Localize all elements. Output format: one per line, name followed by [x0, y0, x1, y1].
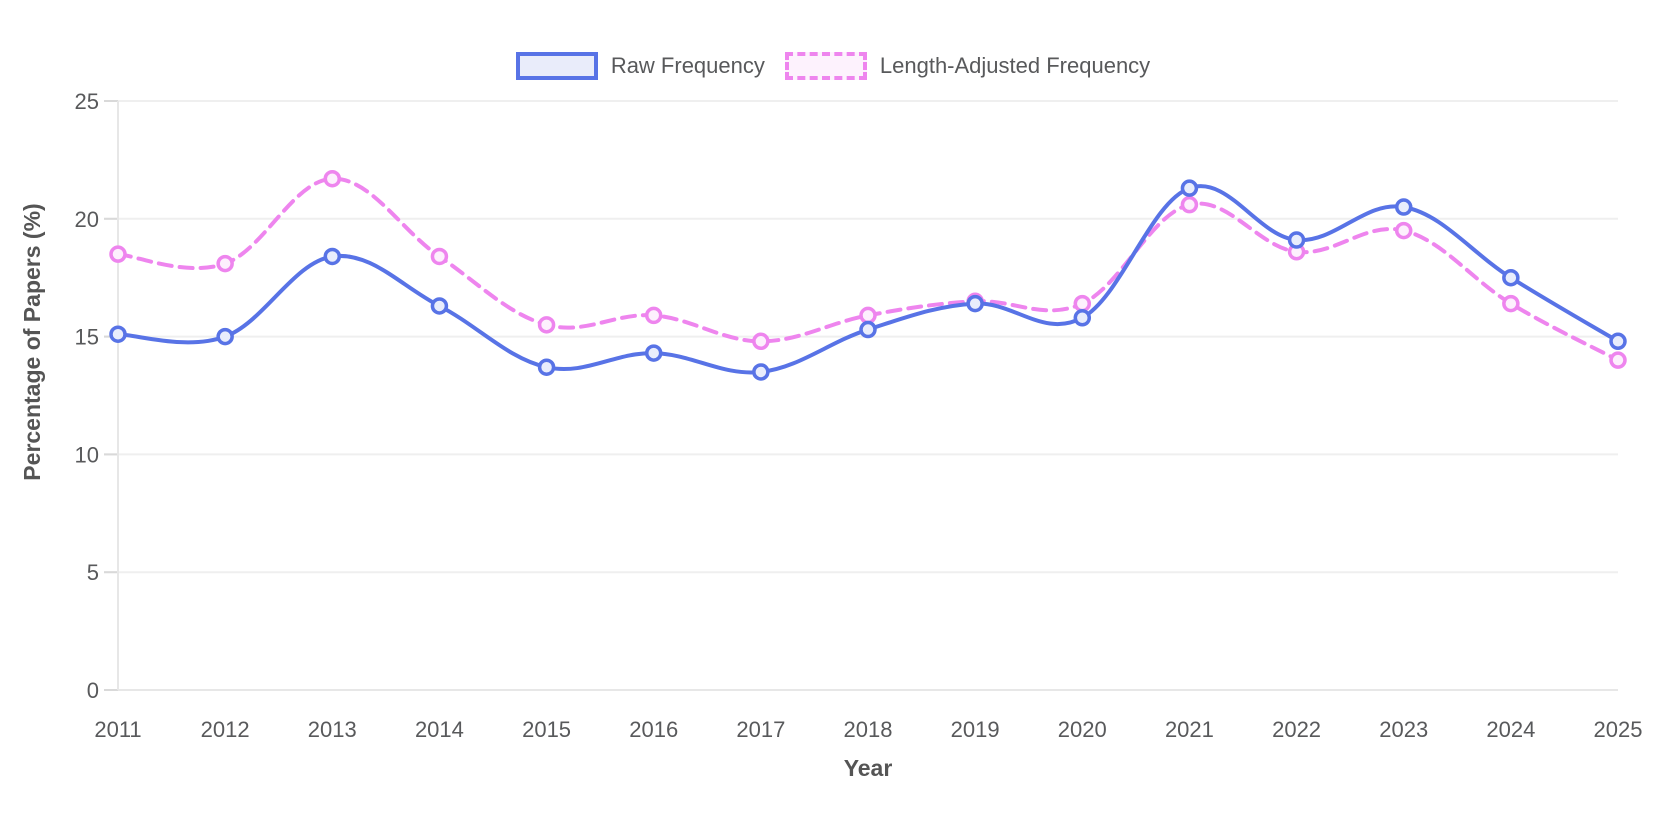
x-tick-label: 2019	[951, 717, 1000, 742]
length-adjusted-frequency-point[interactable]	[644, 306, 663, 325]
legend-label-length-adjusted-frequency: Length-Adjusted Frequency	[879, 53, 1151, 78]
grid-layer	[104, 100, 1618, 691]
length-adjusted-frequency-point[interactable]	[109, 245, 127, 263]
x-tick-label: 2022	[1272, 717, 1321, 742]
length-adjusted-frequency-point[interactable]	[1502, 294, 1520, 313]
length-adjusted-frequency-point[interactable]	[752, 332, 770, 351]
length-adjusted-frequency-point[interactable]	[323, 169, 342, 188]
length-adjusted-frequency-point[interactable]	[1180, 195, 1199, 214]
x-tick-label: 2018	[844, 717, 893, 742]
length-adjusted-frequency-point[interactable]	[430, 247, 449, 266]
x-tick-label: 2012	[201, 717, 250, 742]
length-adjusted-frequency-point[interactable]	[1073, 294, 1092, 313]
raw-frequency-point[interactable]	[1502, 268, 1520, 287]
y-axis-title: Percentage of Papers (%)	[19, 203, 45, 480]
raw-frequency-point[interactable]	[537, 358, 556, 376]
y-tick-label: 10	[75, 442, 99, 467]
x-tick-label: 2020	[1058, 717, 1107, 742]
x-tick-label: 2024	[1486, 717, 1535, 742]
length-adjusted-frequency-point[interactable]	[859, 306, 877, 325]
length-adjusted-frequency-point[interactable]	[1609, 351, 1627, 369]
y-tick-label: 20	[75, 207, 99, 232]
legend-label-raw-frequency: Raw Frequency	[610, 53, 765, 78]
y-tick-label: 0	[87, 678, 99, 703]
y-tick-label: 25	[75, 89, 99, 114]
raw-frequency-point[interactable]	[859, 320, 877, 339]
x-axis-title: Year	[844, 755, 893, 781]
y-tick-label: 15	[75, 325, 99, 350]
raw-frequency-point[interactable]	[1394, 198, 1413, 216]
y-tick-label: 5	[87, 560, 99, 585]
raw-frequency-point[interactable]	[1180, 179, 1199, 197]
raw-frequency-line	[116, 184, 1620, 375]
legend-swatch-raw-frequency	[515, 52, 598, 80]
length-adjusted-frequency-point[interactable]	[1394, 221, 1413, 240]
raw-frequency-point[interactable]	[752, 363, 770, 381]
x-tick-label: 2014	[415, 717, 464, 742]
raw-frequency-point[interactable]	[1287, 231, 1306, 249]
x-tick-label: 2023	[1379, 717, 1428, 742]
raw-frequency-point[interactable]	[216, 327, 234, 346]
length-adjusted-frequency-point[interactable]	[537, 316, 556, 334]
x-tick-label: 2015	[522, 717, 571, 742]
legend-item-raw-frequency[interactable]: Raw Frequency	[515, 52, 765, 80]
legend-item-length-adjusted-frequency[interactable]: Length-Adjusted Frequency	[784, 52, 1151, 80]
x-tick-label: 2017	[736, 717, 785, 742]
raw-frequency-point[interactable]	[109, 325, 127, 343]
x-tick-label: 2025	[1594, 717, 1643, 742]
x-tick-label: 2021	[1165, 717, 1214, 742]
raw-frequency-point[interactable]	[1609, 332, 1627, 351]
length-adjusted-frequency-point[interactable]	[216, 254, 234, 273]
legend-swatch-length-adjusted-frequency	[784, 52, 867, 80]
series-layer	[109, 169, 1627, 381]
chart-legend: Raw Frequency Length-Adjusted Frequency	[0, 52, 1666, 80]
x-tick-label: 2011	[94, 717, 141, 742]
x-tick-label: 2016	[629, 717, 678, 742]
raw-frequency-point[interactable]	[323, 247, 342, 266]
raw-frequency-point[interactable]	[430, 297, 449, 315]
raw-frequency-point[interactable]	[966, 294, 984, 313]
raw-frequency-point[interactable]	[1073, 309, 1092, 327]
x-tick-label: 2013	[308, 717, 357, 742]
raw-frequency-point[interactable]	[644, 344, 663, 362]
